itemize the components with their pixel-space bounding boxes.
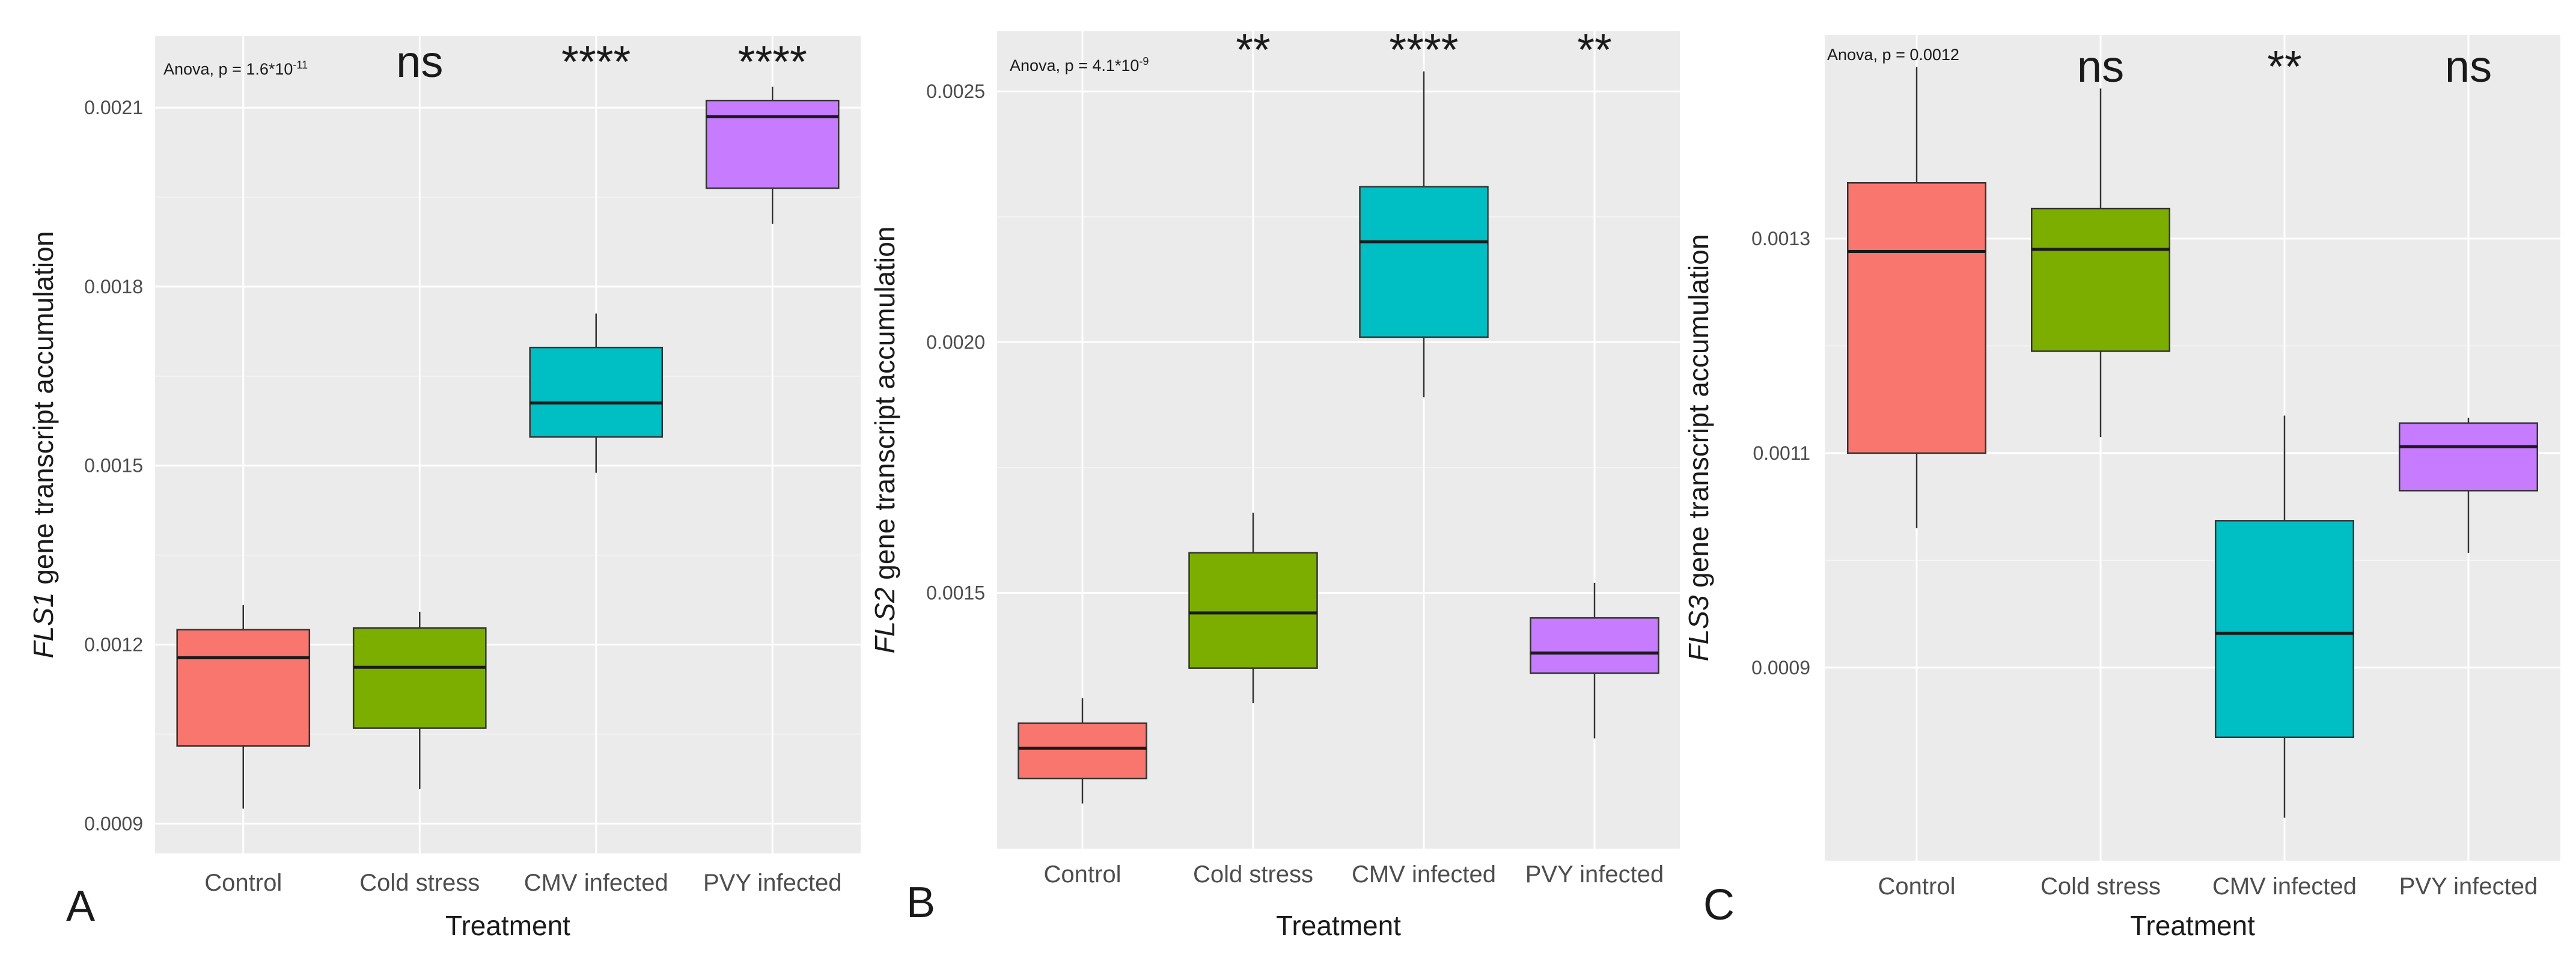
significance-label: **: [1236, 25, 1271, 75]
anova-annotation: Anova, p = 4.1*10-9: [1010, 55, 1149, 75]
y-axis-gene-name: FLS3: [1683, 595, 1714, 661]
y-axis-title-rest: gene transcript accumulation: [1683, 234, 1714, 596]
y-tick-label: 0.0015: [84, 455, 143, 477]
x-tick-label: CMV infected: [2212, 873, 2357, 900]
y-tick-label: 0.0013: [1751, 228, 1810, 249]
anova-annotation: Anova, p = 0.0012: [1827, 46, 1959, 64]
panel-c: 0.0009 0.0011 0.0013 Control Cold stress CMV …: [1683, 35, 2560, 941]
box-cold-stress: [1188, 512, 1318, 704]
box-pvy-infected: [2399, 418, 2538, 553]
box-cmv-infected: [2215, 415, 2354, 818]
box-iqr: [176, 629, 311, 747]
significance-label: ns: [396, 37, 443, 87]
panel-letter: B: [906, 879, 935, 927]
x-tick-label: CMV infected: [1352, 861, 1496, 888]
y-axis-title-rest: gene transcript accumulation: [28, 231, 59, 593]
significance-label: ns: [2077, 41, 2124, 91]
x-axis-title: Treatment: [2130, 910, 2255, 941]
y-axis-title: FLS3 gene transcript accumulation: [1683, 234, 1714, 662]
anova-exponent: -9: [1139, 55, 1149, 67]
box-control: [1847, 67, 1986, 528]
x-tick-label: PVY infected: [2399, 873, 2538, 900]
box-iqr: [352, 627, 487, 729]
box-iqr: [529, 346, 664, 438]
box-pvy-infected: [1530, 582, 1659, 739]
y-axis-gene-name: FLS1: [28, 592, 59, 658]
y-tick-label: 0.0020: [926, 331, 985, 353]
y-tick-label: 0.0015: [926, 582, 985, 603]
box-iqr: [1359, 186, 1489, 338]
y-tick-label: 0.0009: [84, 813, 143, 834]
x-tick-label: Cold stress: [1193, 861, 1313, 888]
box-iqr: [705, 99, 840, 189]
x-tick-label: Control: [204, 870, 282, 896]
box-iqr: [1018, 722, 1147, 780]
box-iqr: [2215, 520, 2354, 739]
box-cold-stress: [352, 611, 487, 789]
box-cmv-infected: [529, 313, 664, 473]
y-tick-label: 0.0012: [84, 634, 143, 656]
box-pvy-infected: [705, 87, 840, 224]
box-control: [1018, 698, 1147, 804]
x-tick-label: Cold stress: [2040, 873, 2161, 900]
significance-label: ****: [1389, 25, 1458, 75]
y-tick-label: 0.0025: [926, 81, 985, 102]
y-tick-label: 0.0011: [1753, 442, 1811, 464]
significance-label: **: [1577, 25, 1612, 75]
box-iqr: [1847, 182, 1986, 454]
box-iqr: [2399, 422, 2538, 492]
box-control: [176, 605, 311, 809]
significance-label: ns: [2445, 41, 2492, 91]
panel-letter: C: [1703, 881, 1735, 929]
x-tick-label: CMV infected: [524, 870, 668, 896]
y-axis-title: FLS2 gene transcript accumulation: [869, 227, 900, 654]
x-axis-title: Treatment: [445, 910, 570, 941]
box-cmv-infected: [1359, 71, 1489, 398]
x-tick-label: Control: [1878, 873, 1956, 900]
significance-label: ****: [561, 37, 630, 87]
y-tick-label: 0.0018: [84, 276, 143, 297]
box-iqr: [2031, 207, 2170, 352]
y-axis-gene-name: FLS2: [869, 587, 900, 653]
x-tick-label: Control: [1044, 861, 1122, 888]
x-tick-label: Cold stress: [359, 870, 480, 896]
panel-b: 0.0015 0.0020 0.0025 Control Cold stress CMV …: [869, 25, 1680, 941]
significance-label: **: [2267, 41, 2302, 91]
x-tick-label: PVY infected: [703, 870, 842, 896]
x-tick-label: PVY infected: [1525, 861, 1664, 888]
significance-label: ****: [738, 37, 807, 87]
panel-a: 0.0009 0.0012 0.0015 0.0018 0.0021 Control Col…: [28, 36, 861, 941]
box-iqr: [1530, 617, 1659, 674]
panel-letter: A: [66, 882, 95, 930]
y-axis-title: FLS1 gene transcript accumulation: [28, 231, 59, 659]
box-cold-stress: [2031, 88, 2170, 438]
x-axis-title: Treatment: [1276, 910, 1401, 941]
anova-annotation: Anova, p = 1.6*10-11: [163, 59, 308, 78]
y-tick-label: 0.0021: [84, 97, 143, 118]
box-iqr: [1188, 552, 1318, 669]
anova-exponent: -11: [293, 59, 308, 71]
y-tick-label: 0.0009: [1751, 657, 1810, 679]
plot-background: [997, 31, 1680, 849]
y-axis-title-rest: gene transcript accumulation: [869, 227, 900, 588]
